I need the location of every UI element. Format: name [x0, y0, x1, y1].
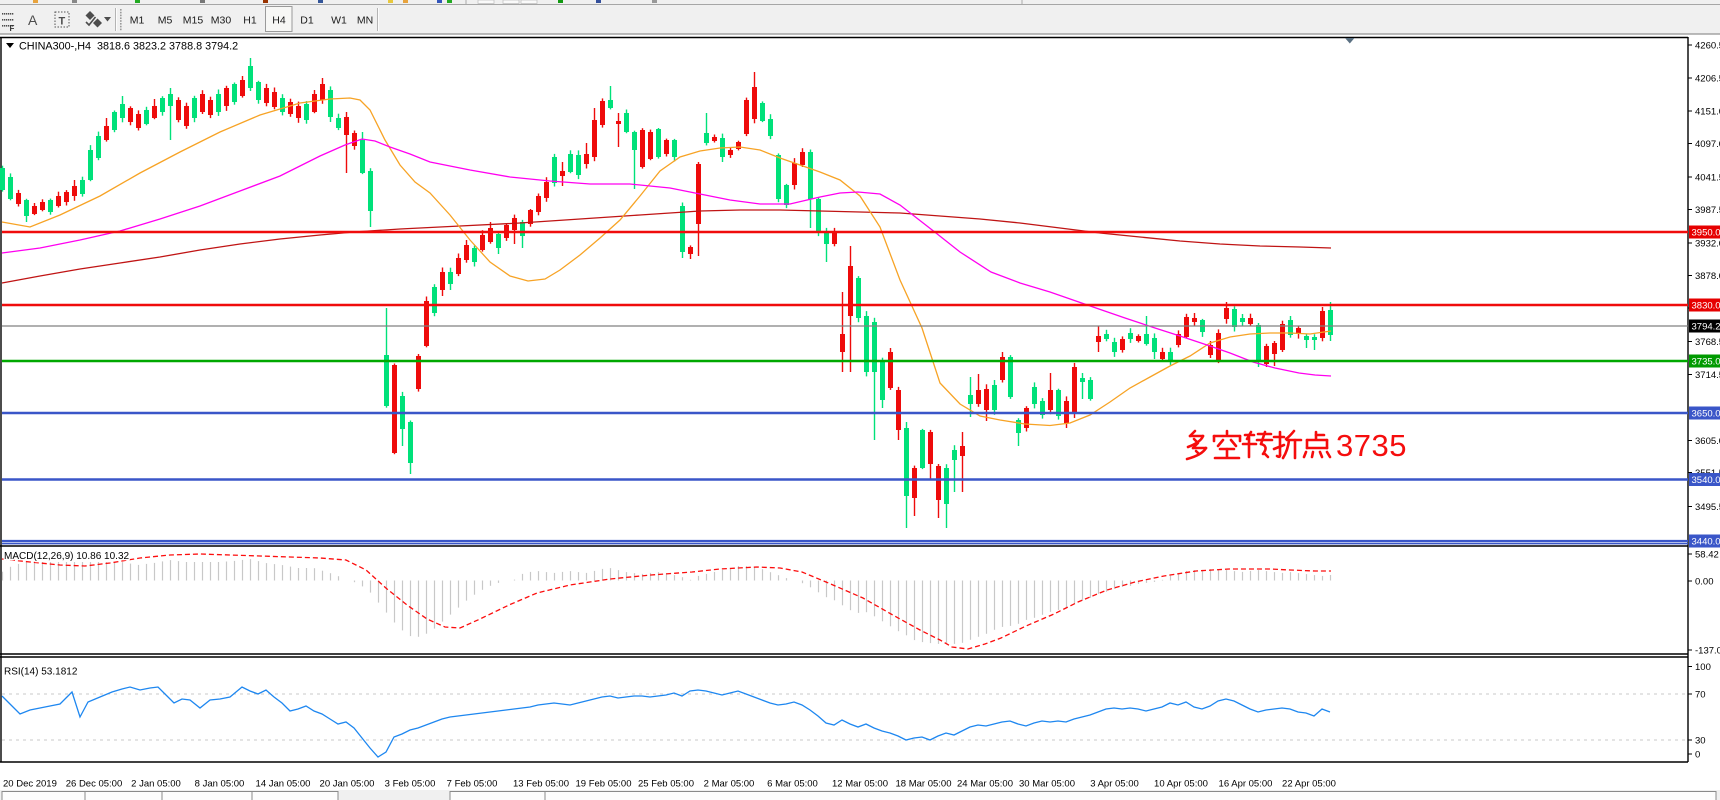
svg-text:3794.2: 3794.2 [1692, 322, 1720, 333]
svg-text:M30: M30 [211, 15, 232, 27]
svg-text:70: 70 [1695, 689, 1706, 700]
svg-text:3950.0: 3950.0 [1692, 228, 1720, 239]
svg-text:H4: H4 [272, 15, 286, 27]
svg-text:6 Mar 05:00: 6 Mar 05:00 [767, 779, 818, 790]
svg-text:3714.5: 3714.5 [1695, 370, 1720, 381]
svg-text:M5: M5 [158, 15, 173, 27]
svg-text:W1: W1 [331, 15, 347, 27]
svg-text:3650.0: 3650.0 [1692, 409, 1720, 420]
svg-text:3735: 3735 [1336, 428, 1407, 463]
svg-text:MACD(12,26,9) 10.86 10.32: MACD(12,26,9) 10.86 10.32 [4, 551, 130, 562]
svg-text:4206.5: 4206.5 [1695, 73, 1720, 84]
svg-text:3 Apr 05:00: 3 Apr 05:00 [1090, 779, 1139, 790]
svg-text:4041.5: 4041.5 [1695, 172, 1720, 183]
svg-text:3605.0: 3605.0 [1695, 436, 1720, 447]
svg-text:18 Mar 05:00: 18 Mar 05:00 [896, 779, 952, 790]
svg-text:14 Jan 05:00: 14 Jan 05:00 [256, 779, 311, 790]
svg-text:12 Mar 05:00: 12 Mar 05:00 [832, 779, 888, 790]
svg-text:3768.5: 3768.5 [1695, 337, 1720, 348]
svg-text:10 Apr 05:00: 10 Apr 05:00 [1154, 779, 1208, 790]
svg-text:3878.0: 3878.0 [1695, 271, 1720, 282]
svg-text:24 Mar 05:00: 24 Mar 05:00 [957, 779, 1013, 790]
svg-text:3495.5: 3495.5 [1695, 502, 1720, 513]
svg-text:13 Feb 05:00: 13 Feb 05:00 [513, 779, 569, 790]
svg-text:3 Feb 05:00: 3 Feb 05:00 [385, 779, 436, 790]
svg-text:A: A [28, 12, 38, 28]
svg-text:25 Feb 05:00: 25 Feb 05:00 [638, 779, 694, 790]
svg-text:2 Jan 05:00: 2 Jan 05:00 [131, 779, 181, 790]
svg-text:22 Apr 05:00: 22 Apr 05:00 [1282, 779, 1336, 790]
svg-text:3440.0: 3440.0 [1692, 537, 1720, 548]
svg-text:3987.5: 3987.5 [1695, 205, 1720, 216]
svg-text:4097.0: 4097.0 [1695, 139, 1720, 150]
svg-text:58.42: 58.42 [1695, 549, 1719, 560]
svg-text:D1: D1 [300, 15, 314, 27]
svg-text:CHINA300-,H4 3818.6 3823.2 37: CHINA300-,H4 3818.6 3823.2 3788.8 3794.2 [19, 41, 238, 53]
svg-text:0.00: 0.00 [1695, 576, 1714, 587]
svg-text:3932.0: 3932.0 [1695, 238, 1720, 249]
svg-text:3735.0: 3735.0 [1692, 357, 1720, 368]
svg-text:19 Feb 05:00: 19 Feb 05:00 [576, 779, 632, 790]
svg-text:M15: M15 [183, 15, 204, 27]
svg-text:8 Jan 05:00: 8 Jan 05:00 [195, 779, 245, 790]
svg-text:4260.5: 4260.5 [1695, 40, 1720, 51]
svg-text:7 Feb 05:00: 7 Feb 05:00 [447, 779, 498, 790]
svg-text:100: 100 [1695, 662, 1711, 673]
svg-text:RSI(14) 53.1812: RSI(14) 53.1812 [4, 667, 78, 678]
svg-text:30 Mar 05:00: 30 Mar 05:00 [1019, 779, 1075, 790]
svg-text:26 Dec 05:00: 26 Dec 05:00 [66, 779, 123, 790]
svg-text:3830.0: 3830.0 [1692, 301, 1720, 312]
svg-text:F: F [10, 24, 15, 33]
svg-text:20 Dec 2019: 20 Dec 2019 [3, 779, 57, 790]
svg-text:H1: H1 [243, 15, 257, 27]
svg-text:30: 30 [1695, 735, 1706, 746]
svg-text:2 Mar 05:00: 2 Mar 05:00 [704, 779, 755, 790]
svg-text:M1: M1 [130, 15, 145, 27]
svg-text:20 Jan 05:00: 20 Jan 05:00 [320, 779, 375, 790]
svg-text:4151.0: 4151.0 [1695, 106, 1720, 117]
svg-text:T: T [59, 16, 66, 28]
svg-text:0: 0 [1695, 749, 1700, 760]
svg-text:MN: MN [357, 15, 373, 27]
svg-text:-137.09: -137.09 [1695, 645, 1720, 656]
svg-text:3540.0: 3540.0 [1692, 475, 1720, 486]
svg-text:16 Apr 05:00: 16 Apr 05:00 [1219, 779, 1273, 790]
